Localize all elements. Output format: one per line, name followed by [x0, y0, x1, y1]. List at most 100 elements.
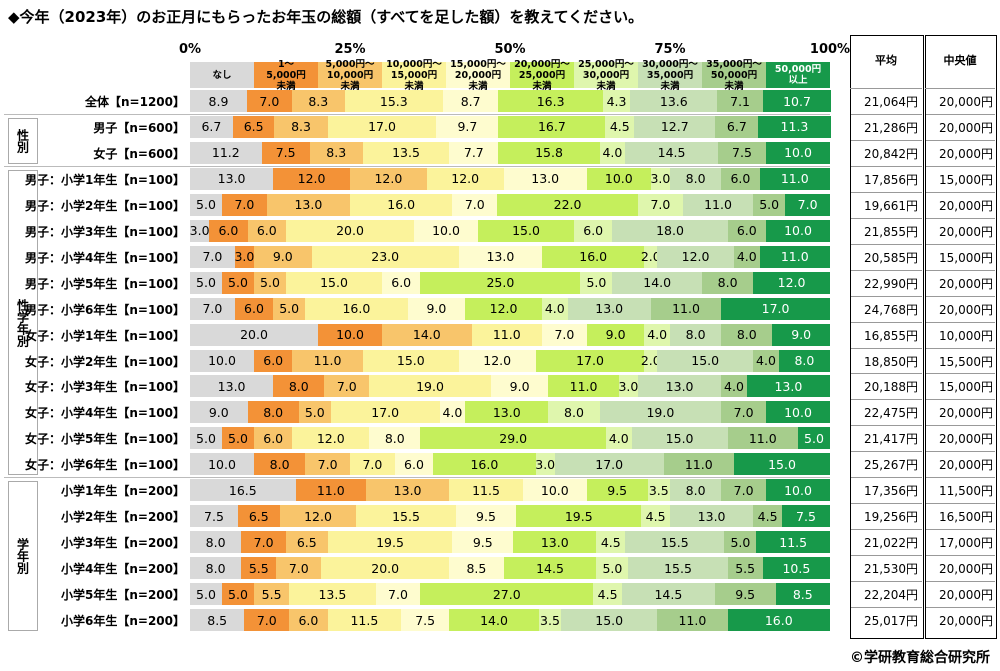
row-divider [925, 217, 995, 219]
row-divider [850, 373, 922, 375]
row-label: 女子：小学4年生【n=100】 [25, 406, 185, 421]
bar-segment: 13.0 [638, 375, 722, 398]
row-divider [850, 555, 922, 557]
bar-segment: 13.0 [513, 531, 597, 554]
bar-segment: 8.0 [778, 349, 830, 372]
bar-segment: 16.7 [498, 115, 606, 138]
group-divider [4, 477, 830, 479]
bar-segment: 4.5 [605, 115, 635, 138]
bar-segment: 11.0 [759, 167, 830, 190]
bar-row: 7.5 6.5 12.0 15.5 9.5 19.5 4.5 13.0 4.5 7.5 [190, 505, 830, 528]
row-label: 女子【n=600】 [93, 146, 185, 161]
bar-row: 6.7 6.5 8.3 17.0 9.7 16.7 4.5 12.7 6.7 11.3 [190, 115, 831, 138]
row-divider [925, 295, 995, 297]
median-value: 20,000円 [939, 95, 993, 109]
bar-segment: 15.5 [356, 505, 456, 528]
bar-segment: 6.0 [727, 219, 766, 242]
median-value: 20,000円 [939, 120, 993, 135]
mean-value: 25,017円 [864, 614, 918, 628]
bar-segment: 16.0 [727, 609, 830, 631]
bar-segment: 20.0 [190, 323, 318, 346]
bar-segment: 19.0 [369, 375, 491, 398]
bar-segment: 7.0 [246, 90, 292, 112]
bar-segment: 4.5 [641, 505, 670, 528]
mean-header: 平均 [875, 54, 897, 67]
row-divider [850, 425, 922, 427]
bar-segment: 15.0 [561, 609, 658, 631]
bar-segment: 20.0 [321, 557, 450, 580]
row-divider [850, 243, 922, 245]
bar-segment: 6.0 [234, 297, 274, 320]
row-divider [850, 113, 922, 115]
bar-segment: 14.0 [382, 323, 472, 346]
bar-segment: 7.0 [375, 583, 421, 606]
row-divider [850, 581, 922, 583]
bar-segment: 7.0 [244, 609, 290, 631]
row-divider [925, 191, 995, 193]
bar-segment: 8.0 [548, 401, 600, 424]
median-value: 20,000円 [939, 146, 993, 161]
bar-segment: 12.0 [273, 167, 350, 190]
bar-segment: 4.3 [602, 90, 631, 112]
bar-segment: 6.0 [209, 219, 248, 242]
row-label: 男子：小学5年生【n=100】 [25, 276, 185, 291]
bar-row: 5.0 5.0 6.0 12.0 8.0 29.0 4.0 15.0 11.0 5.0 [190, 427, 830, 450]
row-divider [850, 529, 922, 531]
bar-segment: 25.0 [420, 271, 581, 294]
row-divider [925, 503, 995, 505]
mean-column [850, 35, 924, 639]
bar-segment: 4.0 [439, 401, 466, 424]
bar-segment: 17.0 [721, 297, 830, 320]
row-divider [925, 529, 995, 531]
bar-segment: 6.0 [247, 219, 286, 242]
row-divider [925, 373, 995, 375]
bar-segment: 8.3 [274, 115, 328, 138]
axis-tick: 100% [809, 42, 851, 57]
row-divider [850, 503, 922, 505]
row-divider [925, 321, 995, 323]
bar-segment: 5.0 [724, 531, 757, 554]
bar-segment: 3.0 [535, 453, 555, 476]
bar-segment: 5.0 [298, 401, 331, 424]
bar-segment: 17.0 [327, 115, 437, 138]
bar-segment: 2.0 [641, 245, 661, 268]
bar-segment: 7.0 [350, 453, 395, 476]
bar-segment: 15.0 [478, 219, 574, 242]
bar-segment: 12.7 [634, 115, 716, 138]
row-divider [850, 217, 922, 219]
median-value: 20,000円 [939, 562, 993, 577]
bar-segment: 2.0 [641, 349, 661, 372]
bar-row: 7.0 6.0 5.0 16.0 9.0 12.0 4.0 13.0 11.0 17.0 [190, 297, 830, 320]
bar-segment: 18.0 [612, 219, 728, 242]
bar-segment: 11.0 [471, 323, 542, 346]
mean-value: 21,064円 [864, 95, 918, 109]
bar-segment: 12.0 [350, 167, 427, 190]
bar-segment: 5.0 [596, 557, 629, 580]
bar-segment: 10.0 [414, 219, 478, 242]
bar-segment: 3.5 [538, 609, 562, 631]
group-label: 性学年別 [8, 169, 38, 476]
mean-value: 21,855円 [864, 224, 918, 239]
mean-value: 22,204円 [864, 588, 918, 603]
bar-segment: 15.5 [625, 531, 725, 554]
bar-segment: 10.0 [190, 349, 254, 372]
row-label: 小学2年生【n=200】 [61, 510, 185, 525]
bar-segment: 7.0 [190, 245, 235, 268]
bar-segment: 4.0 [606, 427, 632, 450]
bar-row: 10.0 6.0 11.0 15.0 12.0 17.0 2.0 15.0 4.0 8.0 [190, 349, 830, 372]
bar-segment: 10.0 [522, 479, 587, 502]
mean-value: 21,286円 [864, 120, 918, 135]
bar-row: 7.0 3.0 9.0 23.0 13.0 16.0 2.0 12.0 4.0 11.0 [190, 245, 830, 268]
row-divider [850, 607, 922, 608]
row-label: 小学4年生【n=200】 [61, 562, 185, 577]
bar-segment: 8.0 [254, 453, 306, 476]
row-divider [925, 243, 995, 245]
axis-tick: 25% [334, 42, 366, 57]
bar-segment: 5.0 [222, 427, 254, 450]
bar-segment: 7.0 [721, 479, 766, 502]
bar-segment: 11.2 [190, 141, 262, 164]
bar-segment: 7.5 [718, 141, 766, 164]
bar-segment: 5.5 [254, 583, 290, 606]
bar-segment: 15.5 [628, 557, 728, 580]
median-column [925, 35, 997, 639]
